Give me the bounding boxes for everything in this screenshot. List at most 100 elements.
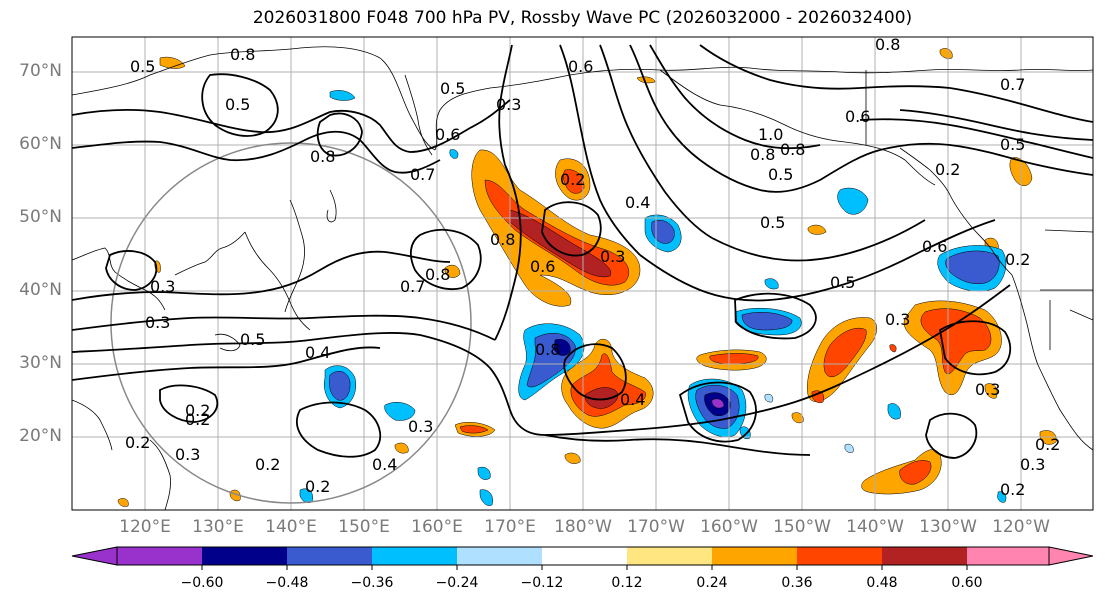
colorbar-tick-label: 0.48 <box>866 575 898 591</box>
contour-label: 0.7 <box>1000 75 1025 94</box>
lat-label: 70°N <box>19 61 62 81</box>
colorbar-segment <box>457 547 542 565</box>
contour-label: 0.7 <box>410 165 435 184</box>
positive-anomaly-central-pacific <box>561 338 654 429</box>
colorbar-segment <box>287 547 372 565</box>
lon-label: 140°E <box>265 517 317 537</box>
contour-label: 0.8 <box>310 147 335 166</box>
colorbar-segment <box>797 547 882 565</box>
contour-label: 0.2 <box>935 160 960 179</box>
lat-label: 60°N <box>19 134 62 154</box>
contour-label: 0.4 <box>625 193 650 212</box>
colorbar-tick-label: 0.12 <box>611 575 643 591</box>
colorbar-segment <box>627 547 712 565</box>
contour-label: 0.5 <box>240 330 265 349</box>
contour-label: 0.3 <box>975 380 1000 399</box>
contour-label: 0.8 <box>780 140 805 159</box>
contour-label: 0.8 <box>535 340 560 359</box>
colorbar-tick-label: −0.60 <box>180 575 224 591</box>
contour-label: 0.5 <box>768 165 793 184</box>
contour-label: 0.3 <box>150 277 175 296</box>
colorbar-tick-label: −0.12 <box>520 575 564 591</box>
contour-label: 0.3 <box>885 310 910 329</box>
contour-label: 0.3 <box>600 247 625 266</box>
contour-label: 0.2 <box>185 401 210 420</box>
contour-label: 0.4 <box>305 343 330 362</box>
contour-label: 0.4 <box>372 455 397 474</box>
map-plot-area: 0.5 0.8 0.5 0.7 0.8 0.5 0.3 0.6 0.6 0.8 … <box>72 35 1093 510</box>
lon-label: 130°W <box>919 517 977 537</box>
gray-circle-outline <box>110 142 472 504</box>
pv-contours <box>72 44 1093 459</box>
colorbar-tick-label: 0.36 <box>781 575 813 591</box>
coastlines <box>72 46 1093 510</box>
lon-label: 130°E <box>192 517 244 537</box>
contour-label: 0.3 <box>145 313 170 332</box>
colorbar-tick-label: −0.24 <box>435 575 479 591</box>
contour-label: 0.3 <box>175 445 200 464</box>
small-positive-patches <box>117 48 1057 507</box>
contour-label: 0.2 <box>1000 480 1025 499</box>
lat-lon-grid <box>72 37 1093 510</box>
colorbar-tick-label: 0.60 <box>951 575 983 591</box>
contour-label: 0.2 <box>1035 435 1060 454</box>
contour-label: 0.5 <box>440 79 465 98</box>
contour-label: 0.2 <box>255 455 280 474</box>
contour-label: 0.7 <box>400 277 425 296</box>
contour-label: 0.5 <box>1000 135 1025 154</box>
contour-labels: 0.5 0.8 0.5 0.7 0.8 0.5 0.3 0.6 0.6 0.8 … <box>125 35 1060 499</box>
contour-label: 0.3 <box>496 95 521 114</box>
contour-label: 0.5 <box>830 273 855 292</box>
colorbar-segment <box>712 547 797 565</box>
lon-label: 150°W <box>773 517 831 537</box>
contour-label: 0.3 <box>1020 455 1045 474</box>
contour-label: 0.2 <box>185 410 210 429</box>
lon-label: 150°E <box>338 517 390 537</box>
contour-label: 0.8 <box>425 265 450 284</box>
contour-label: 0.8 <box>230 45 255 64</box>
colorbar-extend-low <box>71 546 118 566</box>
colorbar-segment <box>202 547 287 565</box>
map-frame <box>71 36 1094 511</box>
contour-label: 0.5 <box>225 95 250 114</box>
lat-label: 40°N <box>19 280 62 300</box>
colorbar-tick-label: −0.36 <box>350 575 394 591</box>
lon-label: 140°W <box>846 517 904 537</box>
colorbar-tick-label: −0.48 <box>265 575 309 591</box>
contour-label: 0.8 <box>490 230 515 249</box>
contour-label: 0.2 <box>1005 250 1030 269</box>
contour-label: 0.5 <box>760 213 785 232</box>
contour-label: 0.2 <box>305 477 330 496</box>
contour-label: 0.8 <box>750 145 775 164</box>
lon-label: 170°E <box>484 517 536 537</box>
colorbar-segment <box>882 547 967 565</box>
contour-label: 0.6 <box>922 237 947 256</box>
lat-label: 30°N <box>19 353 62 373</box>
colorbar-segment <box>372 547 457 565</box>
contour-label: 0.5 <box>130 57 155 76</box>
colorbar-segment <box>542 547 627 565</box>
colorbar-extend-high <box>1048 546 1094 566</box>
contour-label: 0.6 <box>435 125 460 144</box>
lon-label: 180°W <box>554 517 612 537</box>
contour-label: 1.0 <box>758 125 783 144</box>
colorbar-tick-label: 0.24 <box>696 575 728 591</box>
contour-label: 0.6 <box>845 107 870 126</box>
contour-label: 0.8 <box>875 35 900 54</box>
map-title: 2026031800 F048 700 hPa PV, Rossby Wave … <box>252 8 913 28</box>
lat-label: 20°N <box>19 426 62 446</box>
lon-label: 160°E <box>411 517 463 537</box>
contour-label: 0.3 <box>408 417 433 436</box>
colorbar <box>71 546 1094 570</box>
contour-label: 0.2 <box>125 433 150 452</box>
lon-label: 160°W <box>700 517 758 537</box>
colorbar-segment <box>967 547 1049 565</box>
contour-label: 0.6 <box>568 57 593 76</box>
positive-anomaly-ne-pacific <box>696 157 1033 495</box>
lon-label: 120°E <box>119 517 171 537</box>
lon-label: 120°W <box>992 517 1050 537</box>
contour-label: 0.4 <box>620 390 645 409</box>
lon-label: 170°W <box>627 517 685 537</box>
colorbar-segment <box>117 547 202 565</box>
